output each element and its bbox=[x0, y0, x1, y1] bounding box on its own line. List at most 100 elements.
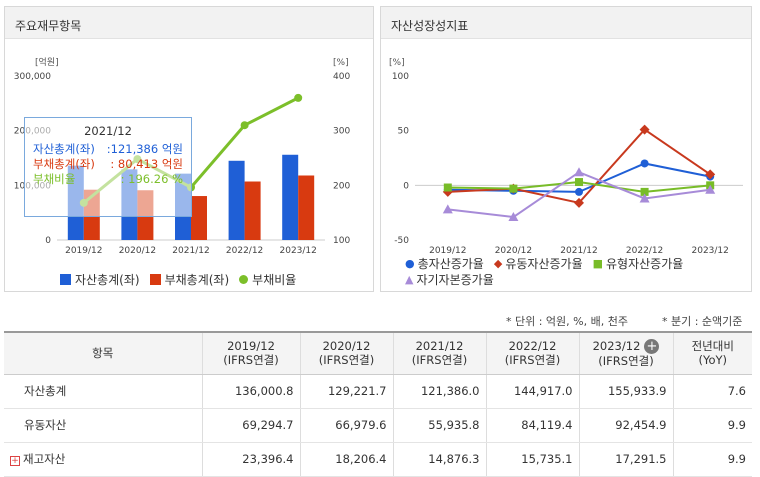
row-label-text: 자산총계 bbox=[24, 384, 67, 398]
header-2019: 2019/12 (IFRS연결) bbox=[202, 331, 301, 375]
header-yoy-sub: (YoY) bbox=[698, 353, 728, 368]
header-2023: 2023/12 + (IFRS연결) bbox=[579, 331, 674, 375]
legend-item[interactable]: ■ 유형자산증가율 bbox=[593, 255, 684, 271]
value-cell: 17,291.5 bbox=[579, 442, 674, 477]
value-cell: 144,917.0 bbox=[486, 374, 580, 409]
legend-item[interactable]: ◆ 유동자산증가율 bbox=[494, 255, 583, 271]
series-point bbox=[705, 184, 716, 194]
y2-tick-label: 400 bbox=[333, 72, 350, 82]
bar-liabilities bbox=[298, 175, 315, 240]
y-tick-label: 300,000 bbox=[14, 72, 51, 82]
x-tick-label: 2023/12 bbox=[280, 246, 317, 256]
debt-ratio-point bbox=[294, 93, 303, 102]
legend-item[interactable]: ▲ 자기자본증가율 bbox=[405, 271, 494, 287]
bar-liabilities bbox=[191, 196, 207, 240]
y-tick-label: 50 bbox=[398, 127, 410, 137]
legend-swatch bbox=[239, 274, 249, 284]
bar-liabilities bbox=[244, 181, 261, 240]
tooltip-label: 부채비율 bbox=[33, 172, 76, 186]
table-body: 자산총계 136,000.8 129,221.7 121,386.0 144,917.0… bbox=[4, 374, 752, 477]
header-sub: (IFRS연결) bbox=[223, 353, 279, 368]
legend-item[interactable]: 자산총계(좌) bbox=[60, 271, 140, 287]
tooltip-row-liabilities: 부채총계(좌) : 80,413 억원 bbox=[33, 157, 183, 172]
value-cell: 121,386.0 bbox=[393, 374, 487, 409]
value-cell: 66,979.6 bbox=[300, 408, 394, 443]
unit-note: * 단위 : 억원, %, 배, 천주 bbox=[506, 315, 628, 328]
tooltip-row-assets: 자산총계(좌) :121,386 억원 bbox=[33, 142, 183, 157]
value-cell: 55,935.8 bbox=[393, 408, 487, 443]
financial-table: 항목 2019/12 (IFRS연결) 2020/12 (IFRS연결) 2021/… bbox=[4, 331, 752, 477]
circle-icon: ● bbox=[405, 256, 415, 270]
y-axis-label: [%] bbox=[389, 58, 405, 68]
y2-axis-label: [%] bbox=[333, 58, 349, 68]
table-row: + 재고자산 23,396.4 18,206.4 14,876.3 15,735.1 17,… bbox=[4, 442, 752, 477]
table-row: 유동자산 69,294.7 66,979.6 55,935.8 84,119.4 92,4… bbox=[4, 408, 752, 443]
header-sub: (IFRS연결) bbox=[598, 353, 654, 368]
legend-label: 총자산증가율 bbox=[417, 256, 484, 271]
header-sub: (IFRS연결) bbox=[411, 353, 468, 368]
header-2020: 2020/12 (IFRS연결) bbox=[300, 331, 394, 375]
table-header-row: 항목 2019/12 (IFRS연결) 2020/12 (IFRS연결) 2021/… bbox=[4, 331, 752, 375]
y2-tick-label: 100 bbox=[333, 236, 350, 246]
y2-tick-label: 200 bbox=[333, 181, 350, 191]
expand-icon[interactable]: + bbox=[10, 456, 20, 466]
series-point bbox=[509, 184, 518, 193]
tooltip-label: 자산총계(좌) bbox=[33, 142, 95, 156]
series-point bbox=[442, 204, 453, 214]
y2-tick-label: 300 bbox=[333, 127, 350, 137]
bar-assets bbox=[228, 160, 245, 240]
bar-assets bbox=[282, 154, 299, 240]
series-point bbox=[640, 159, 649, 168]
legend-label: 부채총계(좌) bbox=[164, 272, 230, 287]
yoy-cell: 7.6 bbox=[673, 374, 752, 409]
tooltip-label: 부채총계(좌) bbox=[33, 157, 95, 171]
x-tick-label: 2023/12 bbox=[692, 246, 729, 255]
row-label-text: 유동자산 bbox=[24, 418, 67, 432]
panel-title: 자산성장성지표 bbox=[381, 7, 751, 39]
tooltip-value: : 80,413 억원 bbox=[110, 157, 183, 171]
yoy-cell: 9.9 bbox=[673, 442, 752, 477]
legend-swatch bbox=[149, 273, 161, 285]
legend-label: 부채비율 bbox=[252, 272, 297, 287]
add-column-icon[interactable]: + bbox=[644, 338, 660, 354]
y-tick-label: 100 bbox=[392, 72, 409, 82]
header-yoy-label: 전년대비 bbox=[691, 339, 734, 354]
period-note: * 분기 : 순액기준 bbox=[662, 315, 743, 328]
header-year: 2020/12 bbox=[322, 339, 371, 354]
chart-tooltip: 2021/12 자산총계(좌) :121,386 억원 부채총계(좌) : 80… bbox=[24, 117, 192, 217]
series-point bbox=[575, 187, 583, 196]
y-tick-label: 0 bbox=[403, 181, 409, 191]
header-2021: 2021/12 (IFRS연결) bbox=[393, 331, 487, 375]
header-sub: (IFRS연결) bbox=[318, 353, 375, 368]
x-tick-label: 2019/12 bbox=[429, 246, 466, 255]
tooltip-value: : 196.26 % bbox=[120, 172, 183, 186]
x-tick-label: 2022/12 bbox=[626, 246, 663, 255]
x-tick-label: 2021/12 bbox=[172, 246, 209, 256]
debt-ratio-point bbox=[240, 121, 249, 130]
tooltip-value: :121,386 억원 bbox=[106, 142, 183, 156]
legend-item[interactable]: 부채비율 bbox=[239, 271, 296, 287]
row-label: + 재고자산 bbox=[4, 442, 203, 477]
value-cell: 129,221.7 bbox=[300, 374, 394, 409]
tooltip-title: 2021/12 bbox=[84, 124, 132, 138]
x-tick-label: 2022/12 bbox=[226, 246, 263, 256]
table-row: 자산총계 136,000.8 129,221.7 121,386.0 144,917.0… bbox=[4, 374, 752, 409]
y-tick-label: -50 bbox=[394, 236, 409, 246]
value-cell: 14,876.3 bbox=[393, 442, 487, 477]
series-point bbox=[575, 178, 583, 187]
legend-item[interactable]: ● 총자산증가율 bbox=[405, 255, 484, 271]
legend-label: 자기자본증가율 bbox=[416, 272, 494, 287]
value-cell: 136,000.8 bbox=[202, 374, 301, 409]
series-point bbox=[639, 124, 650, 135]
asset-growth-chart: [%] -50 0 50 100 2019/12 2020/12 2021/12 2022/12… bbox=[389, 58, 743, 255]
legend-item[interactable]: 부채총계(좌) bbox=[149, 271, 230, 287]
x-tick-label: 2021/12 bbox=[560, 246, 597, 255]
x-tick-label: 2020/12 bbox=[495, 246, 532, 255]
series-point bbox=[508, 212, 519, 222]
x-tick-label: 2019/12 bbox=[65, 246, 102, 256]
header-sub: (IFRS연결) bbox=[504, 353, 561, 368]
series-point bbox=[574, 167, 584, 177]
x-tick-label: 2020/12 bbox=[119, 246, 156, 256]
header-year: 2023/12 bbox=[592, 338, 641, 353]
asset-growth-panel: 자산성장성지표 [%] -50 0 50 100 2019/12 2020/12 2021/1… bbox=[380, 6, 752, 292]
